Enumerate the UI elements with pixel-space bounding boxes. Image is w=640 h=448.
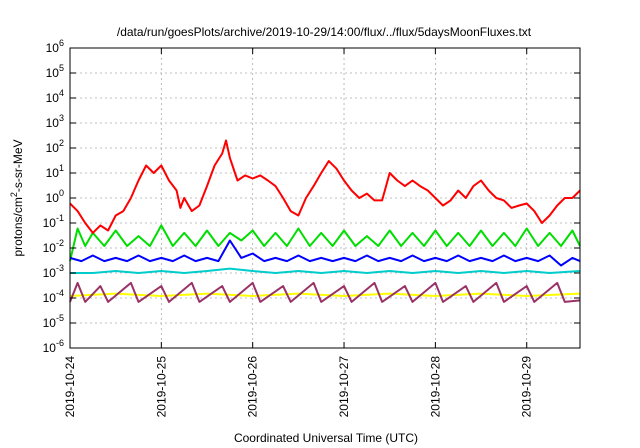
x-tick-label: 2019-10-26 (246, 356, 260, 418)
series-line (69, 292, 581, 297)
y-tick-label: 10-3 (43, 263, 64, 280)
y-tick-label: 101 (46, 163, 64, 180)
series-line (69, 224, 581, 262)
y-tick-label: 10-6 (43, 338, 64, 355)
x-axis-label: Coordinated Universal Time (UTC) (234, 431, 418, 445)
x-tick-label: 2019-10-28 (428, 356, 442, 418)
grid (69, 48, 580, 348)
series-line (70, 267, 581, 274)
y-tick-label: 100 (46, 188, 64, 205)
chart-title: /data/run/goesPlots/archive/2019-10-29/1… (117, 25, 532, 39)
y-axis-label-base: protons/cm (11, 197, 25, 256)
series-line (69, 139, 581, 234)
y-axis: 10-6 10-5 10-4 10-3 10-2 10-1 100 101 102 103 104 1… (43, 38, 580, 355)
y-tick-label: 104 (46, 88, 64, 105)
y-tick-label: 105 (46, 63, 64, 80)
x-tick-label: 2019-10-24 (63, 356, 77, 418)
x-tick-label: 2019-10-27 (337, 356, 351, 418)
series-line (69, 239, 581, 267)
y-tick-label: 106 (46, 38, 64, 55)
y-tick-label: 10-1 (43, 213, 64, 230)
y-tick-label: 10-5 (43, 313, 64, 330)
y-tick-label: 103 (46, 113, 64, 130)
series-group (69, 139, 581, 303)
x-tick-label: 2019-10-25 (154, 356, 168, 418)
x-axis: 2019-10-24 2019-10-25 2019-10-26 2019-10-27… (63, 48, 534, 417)
y-axis-label: protons/cm2-s-sr-MeV (9, 139, 25, 256)
y-tick-label: 10-2 (43, 238, 64, 255)
series-line (69, 281, 581, 303)
y-axis-label-rest: -s-sr-MeV (11, 139, 25, 192)
y-axis-label-sup: 2 (9, 192, 19, 197)
y-tick-label: 10-4 (43, 288, 64, 305)
y-tick-label: 102 (46, 138, 64, 155)
x-tick-label: 2019-10-29 (520, 356, 534, 418)
